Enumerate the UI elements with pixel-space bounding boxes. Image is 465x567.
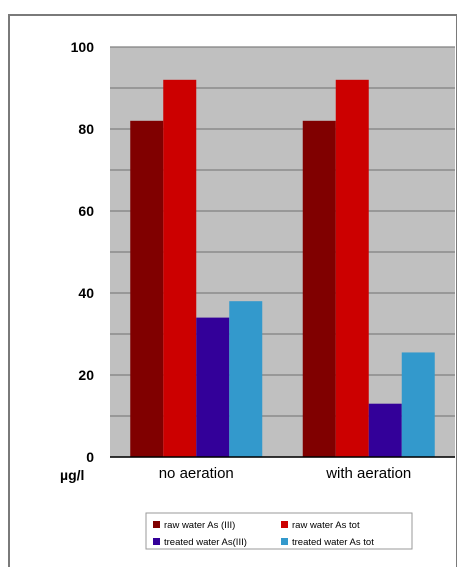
y-tick-label: 80 [78, 121, 94, 137]
bar [196, 317, 230, 457]
category-labels: no aeration with aeration [159, 465, 412, 482]
bar [401, 352, 435, 457]
y-tick-label: 100 [71, 39, 95, 55]
bar [335, 79, 369, 458]
bar [302, 120, 336, 458]
y-tick-label: 20 [78, 367, 94, 383]
legend-label: raw water As tot [292, 520, 360, 531]
legend-label: raw water As (III) [164, 520, 235, 531]
legend: raw water As (III) raw water As tot treate… [153, 520, 374, 548]
bar [229, 301, 263, 457]
category-label: no aeration [159, 465, 234, 482]
y-axis-unit-label: µg/l [60, 467, 84, 483]
y-tick-label: 40 [78, 285, 94, 301]
bar [130, 120, 164, 458]
bar [368, 403, 402, 457]
legend-box [145, 512, 413, 550]
category-label: with aeration [325, 465, 411, 482]
chart-frame [8, 14, 457, 567]
legend-swatch [281, 521, 288, 528]
legend-swatch [281, 538, 288, 545]
y-tick-label: 0 [86, 449, 94, 465]
bar [163, 79, 197, 458]
y-tick-label: 60 [78, 203, 94, 219]
legend-label: treated water As(III) [164, 537, 247, 548]
y-tick-labels: 0 20 40 60 80 100 [71, 39, 95, 465]
legend-swatch [153, 538, 160, 545]
legend-label: treated water As tot [292, 537, 374, 548]
legend-swatch [153, 521, 160, 528]
bars [130, 79, 435, 458]
